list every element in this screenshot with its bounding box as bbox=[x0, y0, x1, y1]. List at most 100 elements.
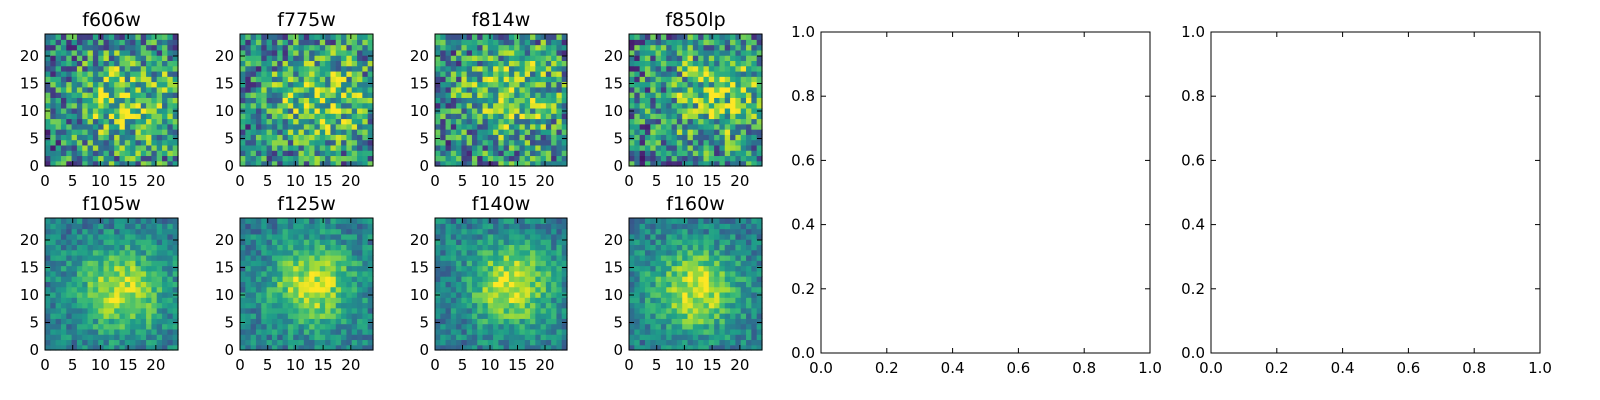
heatmap-cell bbox=[266, 113, 273, 120]
heatmap-cell bbox=[698, 70, 705, 77]
heatmap-cell bbox=[167, 55, 174, 61]
heatmap-cell bbox=[682, 150, 689, 157]
heatmap-cell bbox=[245, 144, 252, 151]
heatmap-cell bbox=[530, 223, 536, 230]
heatmap-cell bbox=[535, 107, 542, 114]
heatmap-cell bbox=[60, 102, 67, 109]
heatmap-cell bbox=[660, 81, 667, 88]
heatmap-cell bbox=[325, 339, 332, 346]
heatmap-cell bbox=[687, 92, 694, 98]
heatmap-cell bbox=[487, 102, 494, 109]
heatmap-cell bbox=[535, 129, 542, 135]
heatmap-cell bbox=[277, 113, 284, 120]
heatmap-cell bbox=[435, 65, 441, 72]
heatmap-cell bbox=[172, 344, 179, 351]
heatmap-cell bbox=[303, 297, 310, 304]
heatmap-cell bbox=[255, 118, 262, 125]
heatmap-cell bbox=[319, 334, 326, 341]
heatmap-cell bbox=[503, 70, 510, 77]
heatmap-cell bbox=[271, 34, 278, 40]
heatmap-cell bbox=[119, 244, 126, 251]
heatmap-cell bbox=[487, 81, 494, 88]
heatmap-cell bbox=[261, 97, 268, 104]
heatmap-cell bbox=[314, 318, 321, 325]
heatmap-cell bbox=[650, 139, 657, 146]
heatmap-cell bbox=[108, 49, 115, 56]
heatmap-cell bbox=[629, 76, 635, 83]
heatmap-cell bbox=[456, 155, 462, 162]
heatmap-cell bbox=[530, 70, 536, 77]
heatmap-cell bbox=[335, 276, 342, 282]
heatmap-cell bbox=[87, 70, 94, 77]
heatmap-cell bbox=[730, 34, 736, 40]
heatmap-cell bbox=[71, 244, 78, 251]
heatmap-cell bbox=[508, 344, 515, 351]
heatmap-cell bbox=[87, 118, 94, 125]
heatmap-cell bbox=[719, 107, 726, 114]
heatmap-cell bbox=[351, 302, 358, 309]
heatmap-cell bbox=[639, 150, 646, 157]
heatmap-cell bbox=[151, 65, 158, 72]
heatmap-cell bbox=[287, 134, 294, 141]
heatmap-cell bbox=[708, 139, 715, 146]
heatmap-cell bbox=[124, 244, 131, 251]
heatmap-cell bbox=[692, 70, 699, 77]
heatmap-cell bbox=[319, 129, 326, 135]
heatmap-cell bbox=[298, 113, 305, 120]
heatmap-cell bbox=[514, 65, 521, 72]
heatmap-cell bbox=[146, 286, 152, 293]
heatmap-cell bbox=[319, 60, 326, 67]
heatmap-cell bbox=[634, 102, 641, 109]
x-tick-label: 20 bbox=[146, 172, 165, 190]
heatmap-cell bbox=[445, 113, 452, 120]
heatmap-cell bbox=[240, 223, 246, 230]
heatmap-cell bbox=[114, 270, 121, 277]
heatmap-cell bbox=[119, 318, 126, 325]
heatmap-cell bbox=[639, 113, 646, 120]
heatmap-cell bbox=[530, 218, 536, 224]
heatmap-cell bbox=[167, 86, 174, 93]
heatmap-cell bbox=[341, 65, 347, 72]
heatmap-cell bbox=[167, 323, 174, 330]
heatmap-cell bbox=[140, 150, 147, 157]
heatmap-cell bbox=[50, 97, 57, 104]
heatmap-cell bbox=[50, 339, 57, 346]
heatmap-cell bbox=[277, 302, 284, 309]
heatmap-panel bbox=[435, 34, 568, 167]
heatmap-cell bbox=[703, 70, 710, 77]
heatmap-cell bbox=[687, 313, 694, 319]
heatmap-cell bbox=[287, 160, 294, 167]
heatmap-cell bbox=[266, 76, 273, 83]
heatmap-cell bbox=[461, 150, 468, 157]
heatmap-cell bbox=[450, 97, 457, 104]
heatmap-cell bbox=[250, 270, 257, 277]
heatmap-cell bbox=[450, 70, 457, 77]
heatmap-cell bbox=[151, 70, 158, 77]
heatmap-cell bbox=[535, 118, 542, 125]
heatmap-cell bbox=[266, 55, 273, 61]
heatmap-cell bbox=[146, 318, 152, 325]
heatmap-cell bbox=[71, 223, 78, 230]
heatmap-cell bbox=[45, 218, 51, 224]
heatmap-cell bbox=[172, 228, 179, 235]
heatmap-cell bbox=[87, 44, 94, 51]
heatmap-cell bbox=[714, 265, 721, 272]
heatmap-cell bbox=[124, 302, 131, 309]
heatmap-cell bbox=[746, 144, 752, 151]
heatmap-cell bbox=[245, 123, 252, 130]
heatmap-cell bbox=[724, 129, 731, 135]
heatmap-cell bbox=[545, 70, 552, 77]
heatmap-cell bbox=[45, 254, 51, 261]
heatmap-cell bbox=[330, 123, 337, 130]
heatmap-cell bbox=[367, 270, 374, 277]
heatmap-cell bbox=[561, 76, 568, 83]
heatmap-cell bbox=[445, 76, 452, 83]
heatmap-cell bbox=[561, 323, 568, 330]
heatmap-cell bbox=[650, 144, 657, 151]
heatmap-cell bbox=[303, 92, 310, 98]
heatmap-cell bbox=[456, 49, 462, 56]
heatmap-cell bbox=[151, 318, 158, 325]
heatmap-cell bbox=[50, 244, 57, 251]
heatmap-cell bbox=[746, 86, 752, 93]
heatmap-cell bbox=[114, 70, 121, 77]
